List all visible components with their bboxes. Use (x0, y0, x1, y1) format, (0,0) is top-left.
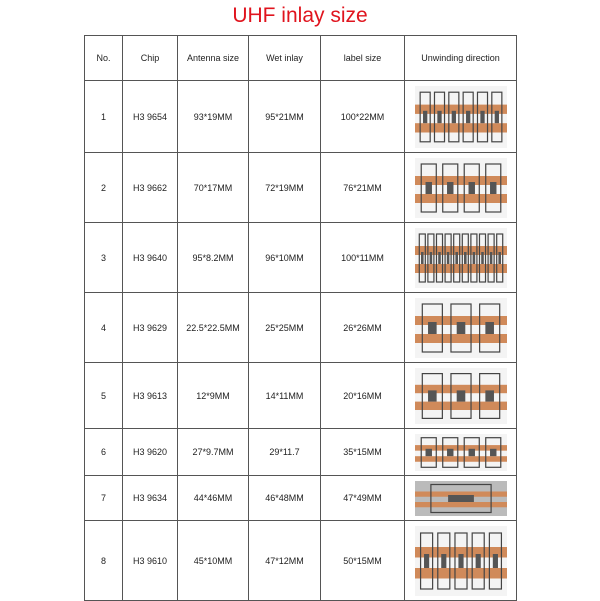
inlay-picture (414, 525, 507, 596)
inlay-picture (414, 157, 507, 218)
image-cell (404, 428, 517, 476)
table-cell: 4 (84, 292, 123, 363)
table-cell: H3 9662 (122, 152, 178, 223)
inlay-picture (414, 85, 507, 148)
table-cell: 20*16MM (320, 362, 405, 429)
table-cell: 35*15MM (320, 428, 405, 476)
table-row: 4 H3 9629 22.5*22.5MM 25*25MM 26*26MM (84, 292, 517, 363)
image-cell (404, 520, 517, 601)
header-cell: Wet inlay (248, 35, 321, 81)
table-cell: 1 (84, 80, 123, 153)
inlay-table: No. Chip Antenna size Wet inlay label size Un… (84, 35, 517, 601)
table-cell: 6 (84, 428, 123, 476)
inlay-picture (414, 227, 507, 288)
header-cell: No. (84, 35, 123, 81)
table-cell: 93*19MM (177, 80, 249, 153)
table-cell: 22.5*22.5MM (177, 292, 249, 363)
inlay-picture (414, 297, 507, 358)
title: UHF inlay size (232, 4, 368, 27)
table-cell: H3 9640 (122, 222, 178, 293)
inlay-picture (414, 480, 507, 516)
image-cell (404, 362, 517, 429)
table-cell: 72*19MM (248, 152, 321, 223)
table-cell: 100*22MM (320, 80, 405, 153)
table-cell: H3 9629 (122, 292, 178, 363)
table-cell: 14*11MM (248, 362, 321, 429)
image-cell (404, 475, 517, 521)
table-cell: 95*21MM (248, 80, 321, 153)
table-cell: 47*12MM (248, 520, 321, 601)
header-cell: label size (320, 35, 405, 81)
table-cell: H3 9610 (122, 520, 178, 601)
table-cell: 8 (84, 520, 123, 601)
table-cell: H3 9634 (122, 475, 178, 521)
header-cell: Chip (122, 35, 178, 81)
table-row: 3 H3 9640 95*8.2MM 96*10MM 100*11MM (84, 222, 517, 293)
table-cell: 100*11MM (320, 222, 405, 293)
table-cell: 76*21MM (320, 152, 405, 223)
header-row: No. Chip Antenna size Wet inlay label size Un… (84, 35, 517, 81)
table-row: 7 H3 9634 44*46MM 46*48MM 47*49MM (84, 475, 517, 521)
table-cell: 3 (84, 222, 123, 293)
inlay-picture (414, 367, 507, 424)
image-cell (404, 80, 517, 153)
table-cell: 45*10MM (177, 520, 249, 601)
image-cell (404, 152, 517, 223)
table-cell: 26*26MM (320, 292, 405, 363)
table-cell: 12*9MM (177, 362, 249, 429)
table-cell: 44*46MM (177, 475, 249, 521)
table-cell: 96*10MM (248, 222, 321, 293)
table-cell: H3 9654 (122, 80, 178, 153)
table-row: 5 H3 9613 12*9MM 14*11MM 20*16MM (84, 362, 517, 429)
image-cell (404, 222, 517, 293)
table-cell: 2 (84, 152, 123, 223)
table-cell: 29*11.7 (248, 428, 321, 476)
header-cell: Antenna size (177, 35, 249, 81)
table-cell: H3 9613 (122, 362, 178, 429)
table-row: 2 H3 9662 70*17MM 72*19MM 76*21MM (84, 152, 517, 223)
table-cell: 50*15MM (320, 520, 405, 601)
table-cell: 95*8.2MM (177, 222, 249, 293)
table-row: 1 H3 9654 93*19MM 95*21MM 100*22MM (84, 80, 517, 153)
table-cell: H3 9620 (122, 428, 178, 476)
table-cell: 25*25MM (248, 292, 321, 363)
table-cell: 5 (84, 362, 123, 429)
table-cell: 70*17MM (177, 152, 249, 223)
table-cell: 7 (84, 475, 123, 521)
table-row: 6 H3 9620 27*9.7MM 29*11.7 35*15MM (84, 428, 517, 476)
inlay-picture (414, 433, 507, 471)
table-cell: 47*49MM (320, 475, 405, 521)
image-cell (404, 292, 517, 363)
table-row: 8 H3 9610 45*10MM 47*12MM 50*15MM (84, 520, 517, 601)
table-cell: 46*48MM (248, 475, 321, 521)
header-cell: Unwinding direction (404, 35, 517, 81)
table-cell: 27*9.7MM (177, 428, 249, 476)
